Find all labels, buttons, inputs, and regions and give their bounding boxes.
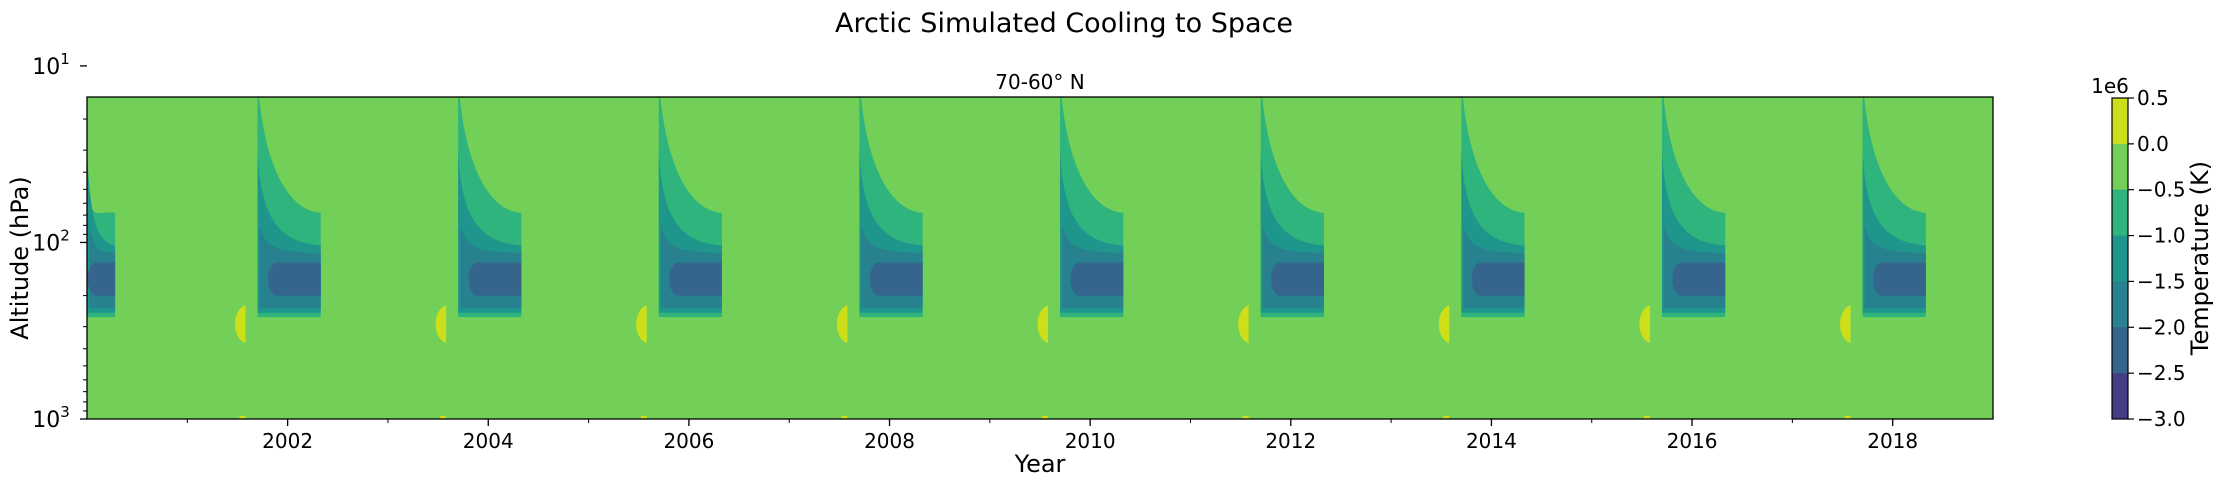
colorbar-tick-label: −1.0 bbox=[2137, 224, 2186, 248]
cooling-event bbox=[1639, 97, 1726, 419]
warm-patch bbox=[841, 416, 848, 419]
contour-level bbox=[268, 262, 321, 296]
cooling-event bbox=[1438, 97, 1525, 419]
contour-level bbox=[1070, 262, 1124, 296]
warm-patch bbox=[234, 305, 246, 344]
cooling-event bbox=[636, 97, 722, 419]
cooling-event bbox=[1840, 97, 1926, 419]
warm-patch bbox=[1037, 305, 1049, 344]
contour-level bbox=[869, 262, 923, 296]
colorbar-segment bbox=[2112, 327, 2128, 374]
warm-patch bbox=[1042, 416, 1049, 419]
warm-patch bbox=[636, 305, 647, 344]
plot-frame bbox=[86, 96, 1994, 420]
x-tick-label: 2010 bbox=[1065, 429, 1116, 453]
colorbar-label: Temperature (K) bbox=[2186, 161, 2214, 356]
y-tick-label: 103 bbox=[32, 403, 70, 433]
y-tick-label: 101 bbox=[32, 50, 70, 80]
cooling-event bbox=[1238, 97, 1324, 419]
colorbar-segment bbox=[2112, 98, 2128, 145]
colorbar-tick-label: −2.0 bbox=[2137, 315, 2186, 339]
contour-level bbox=[1471, 262, 1525, 296]
colorbar-tick-label: −0.5 bbox=[2137, 178, 2186, 202]
contour-level bbox=[669, 262, 722, 296]
cooling-event bbox=[87, 150, 116, 318]
colorbar-multiplier: 1e6 bbox=[2091, 74, 2129, 98]
colorbar-segment bbox=[2112, 281, 2128, 328]
plot-area bbox=[86, 96, 1994, 420]
x-tick-label: 2016 bbox=[1667, 429, 1718, 453]
colorbar-tick-label: −1.5 bbox=[2137, 269, 2186, 293]
cooling-event bbox=[234, 97, 321, 419]
cooling-event bbox=[435, 97, 522, 419]
colorbar-segment bbox=[2112, 189, 2128, 237]
x-tick-label: 2004 bbox=[463, 429, 514, 453]
y-axis-label: Altitude (hPa) bbox=[6, 176, 34, 339]
warm-patch bbox=[1238, 305, 1249, 344]
warm-patch bbox=[1443, 416, 1450, 419]
contour-level bbox=[468, 262, 522, 296]
cooling-event bbox=[1037, 97, 1124, 419]
x-axis-label: Year bbox=[1014, 450, 1066, 478]
colorbar-tick-label: 0.5 bbox=[2137, 86, 2169, 110]
colorbar-segment bbox=[2112, 143, 2128, 191]
colorbar-segment bbox=[2112, 235, 2128, 282]
warm-patch bbox=[239, 416, 246, 419]
y-axis: 101 102 103 bbox=[32, 50, 87, 433]
warm-patch bbox=[1438, 305, 1450, 344]
colorbar-tick-label: −2.5 bbox=[2137, 361, 2186, 385]
warm-patch bbox=[640, 416, 647, 419]
colorbar-frame bbox=[2111, 97, 2129, 420]
contour-level bbox=[1271, 262, 1324, 296]
x-axis: 2002 2004 2006 2008 2010 2012 2014 2016 2018 bbox=[186, 419, 1918, 453]
x-tick-label: 2002 bbox=[262, 429, 313, 453]
warm-patch bbox=[1840, 305, 1851, 344]
warm-patch bbox=[836, 305, 848, 344]
contour-level bbox=[87, 262, 116, 296]
y-tick-label: 102 bbox=[32, 226, 70, 256]
figure-title: Arctic Simulated Cooling to Space bbox=[835, 8, 1293, 39]
x-tick-label: 2008 bbox=[864, 429, 915, 453]
colorbar-segment bbox=[2112, 373, 2128, 420]
colorbar: 0.5 0.0 −0.5 −1.0 −1.5 −2.0 −2.5 −3.0 bbox=[2111, 86, 2186, 431]
x-tick-label: 2012 bbox=[1265, 429, 1316, 453]
colorbar-tick-label: 0.0 bbox=[2137, 132, 2169, 156]
warm-patch bbox=[440, 416, 447, 419]
x-tick-label: 2014 bbox=[1466, 429, 1517, 453]
x-tick-label: 2006 bbox=[663, 429, 714, 453]
warm-patch bbox=[1844, 416, 1851, 419]
contour-level bbox=[1873, 262, 1926, 296]
axes-title: 70-60° N bbox=[995, 70, 1084, 94]
warm-patch bbox=[1643, 416, 1650, 419]
contour-level bbox=[1672, 262, 1726, 296]
warm-patch bbox=[1242, 416, 1249, 419]
warm-patch bbox=[1639, 305, 1650, 344]
cooling-event bbox=[836, 97, 923, 419]
x-tick-label: 2018 bbox=[1867, 429, 1918, 453]
warm-patch bbox=[435, 305, 447, 344]
colorbar-tick-label: −3.0 bbox=[2137, 407, 2186, 431]
